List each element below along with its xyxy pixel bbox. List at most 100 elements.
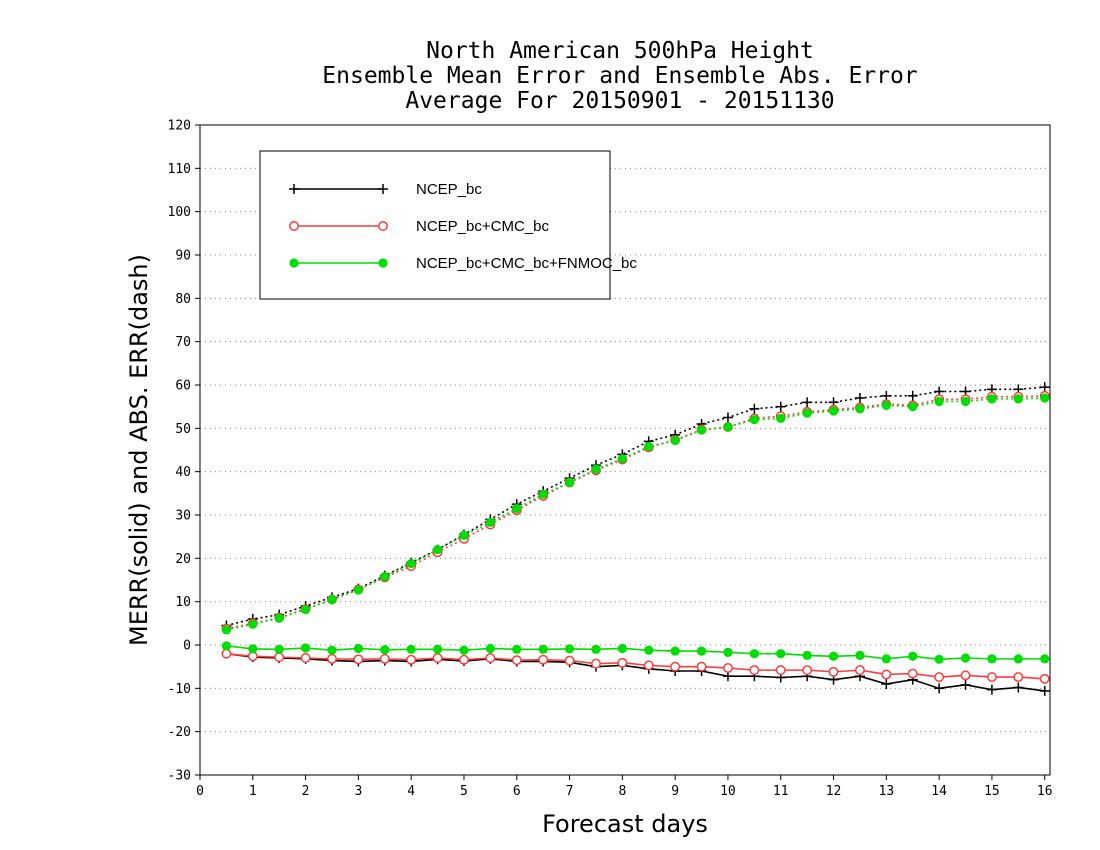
abs-err-point — [380, 571, 390, 582]
abs-err-point — [907, 390, 918, 401]
merr-point — [274, 652, 285, 663]
y-tick-label: 70 — [175, 335, 191, 350]
merr-point — [749, 649, 759, 659]
y-tick-label: 10 — [175, 595, 191, 610]
merr-point — [327, 653, 337, 664]
y-tick-label: -10 — [168, 682, 191, 697]
abs-err-point — [802, 408, 812, 418]
x-tick-label: 8 — [618, 784, 626, 799]
merr-point — [379, 653, 390, 664]
merr-point — [432, 653, 443, 663]
x-tick-label: 7 — [566, 784, 574, 799]
merr-point — [828, 651, 839, 661]
legend-label: NCEP_bc — [416, 181, 482, 198]
merr-point — [274, 644, 284, 654]
abs-err-point — [248, 619, 258, 629]
merr-point — [907, 668, 918, 679]
x-tick-label: 15 — [984, 784, 1000, 799]
merr-point — [1013, 672, 1024, 683]
merr-point — [960, 670, 971, 681]
merr-point — [986, 684, 997, 695]
legend-marker — [289, 221, 299, 231]
merr-point — [327, 645, 337, 655]
merr-point — [485, 653, 496, 663]
abs-err-point — [696, 425, 707, 435]
abs-err-point — [564, 477, 575, 488]
merr-point — [432, 644, 443, 654]
merr-point — [670, 661, 681, 672]
abs-err-point — [353, 585, 363, 595]
abs-err-point — [459, 530, 469, 540]
abs-err-point — [274, 613, 284, 623]
merr-point — [881, 669, 892, 680]
y-tick-label: 30 — [175, 509, 191, 524]
merr-point — [723, 663, 733, 673]
abs-err-point — [987, 394, 997, 404]
merr-point — [1039, 673, 1050, 684]
merr-point — [406, 644, 416, 654]
y-axis: -30 -20 -10 0 10 20 30 40 50 60 70 80 90 100 110 120 — [168, 119, 200, 784]
chart-title-line: Average For 20150901 - 20151130 — [405, 88, 834, 114]
abs-err-point — [828, 406, 839, 416]
series — [221, 382, 1050, 696]
merr-point — [459, 654, 469, 665]
legend-label: NCEP_bc+CMC_bc+FNMOC_bc — [416, 255, 637, 272]
merr-point — [248, 644, 258, 654]
merr-point — [1039, 685, 1050, 696]
x-tick-label: 11 — [773, 784, 789, 799]
abs-err-point — [934, 396, 944, 407]
merr-point — [696, 646, 707, 656]
abs-err-point — [854, 393, 865, 403]
y-tick-label: 110 — [168, 162, 191, 177]
merr-point — [881, 654, 891, 664]
merr-point — [1013, 654, 1023, 664]
x-tick-label: 6 — [513, 784, 521, 799]
merr-point — [987, 654, 997, 664]
y-tick-label: 60 — [175, 379, 191, 394]
merr-point — [591, 644, 601, 654]
abs-err-point — [406, 558, 416, 569]
merr-point — [485, 643, 495, 654]
merr-point — [300, 653, 311, 663]
abs-err-point — [960, 396, 971, 407]
x-tick-label: 3 — [354, 784, 362, 799]
merr-point — [775, 665, 786, 676]
merr-point — [670, 646, 680, 656]
x-tick-label: 1 — [249, 784, 257, 799]
chart-title-line: Ensemble Mean Error and Ensemble Abs. Er… — [322, 63, 917, 89]
merr-point — [617, 643, 627, 654]
chart-title-line: North American 500hPa Height — [426, 38, 814, 64]
abs-err-point — [432, 545, 443, 555]
merr-point — [643, 660, 654, 671]
legend-marker — [378, 184, 388, 194]
merr-point — [564, 644, 575, 654]
x-tick-label: 12 — [826, 784, 842, 799]
abs-err-point — [749, 403, 760, 414]
merr-point — [1040, 654, 1050, 664]
x-tick-label: 13 — [879, 784, 895, 799]
legend-marker — [378, 258, 388, 268]
y-tick-label: 0 — [183, 639, 191, 654]
merr-point — [723, 647, 733, 657]
abs-err-point — [591, 464, 601, 474]
legend: NCEP_bc NCEP_bc+CMC_bc NCEP_bc+CMC_bc+FNMO… — [259, 150, 637, 300]
abs-err-point — [881, 400, 891, 410]
abs-err-point — [644, 441, 654, 452]
abs-err-point — [300, 604, 311, 615]
abs-err-point — [485, 517, 495, 527]
abs-err-point — [327, 594, 337, 605]
merr-point — [512, 644, 522, 654]
merr-point — [511, 655, 522, 666]
merr-point — [406, 654, 417, 665]
abs-err-point — [908, 402, 918, 412]
x-tick-label: 14 — [931, 784, 947, 799]
merr-point — [802, 665, 813, 676]
merr-point — [538, 654, 549, 665]
merr-point — [353, 654, 364, 665]
y-tick-label: 120 — [168, 119, 191, 134]
merr-point — [696, 661, 707, 672]
y-tick-label: -30 — [168, 769, 191, 784]
series-3 — [221, 393, 1050, 664]
abs-err-point — [802, 397, 813, 408]
